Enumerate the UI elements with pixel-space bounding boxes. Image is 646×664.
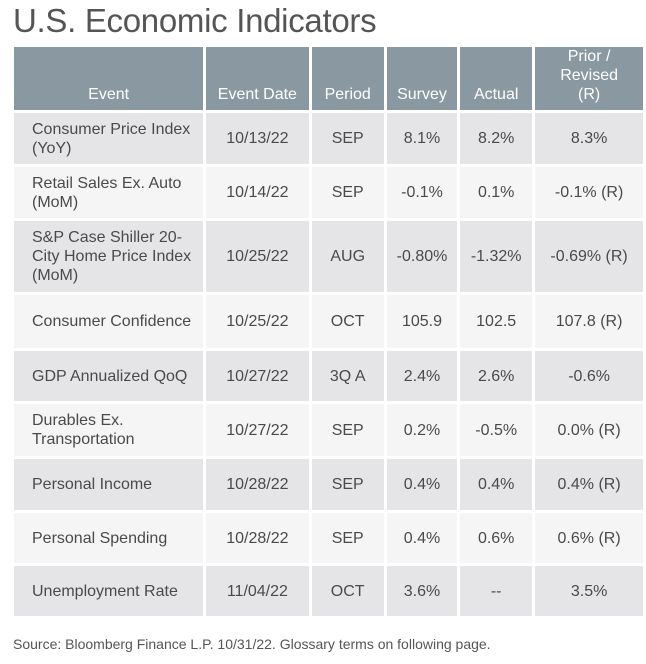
col-survey: Survey [386, 47, 458, 110]
col-actual: Actual [460, 47, 533, 110]
col-prior: Prior / Revised (R) [535, 47, 643, 110]
table-row: Personal Spending 10/28/22 SEP 0.4% 0.6% 0.6%… [14, 513, 643, 563]
prior-cell: -0.69% (R) [535, 221, 643, 292]
header-row: Event Event Date Period Survey Actual Pr… [14, 47, 643, 110]
actual-cell: 0.4% [460, 459, 533, 510]
date-cell: 10/13/22 [206, 113, 309, 164]
prior-cell: 8.3% [535, 113, 643, 164]
table-row: Consumer Confidence 10/25/22 OCT 105.9 102.5… [14, 295, 643, 348]
survey-cell: 3.6% [386, 566, 458, 616]
table-row: Personal Income 10/28/22 SEP 0.4% 0.4% 0.4% (… [14, 459, 643, 510]
prior-cell: 3.5% [535, 566, 643, 616]
period-cell: 3Q A [311, 351, 384, 401]
date-cell: 11/04/22 [206, 566, 309, 616]
survey-cell: -0.1% [386, 167, 458, 218]
actual-cell: 0.1% [460, 167, 533, 218]
prior-cell: -0.1% (R) [535, 167, 643, 218]
survey-cell: 2.4% [386, 351, 458, 401]
survey-cell: 0.4% [386, 459, 458, 510]
table-row: Durables Ex. Transportation 10/27/22 SEP 0.… [14, 404, 643, 456]
date-cell: 10/28/22 [206, 459, 309, 510]
prior-cell: 0.6% (R) [535, 513, 643, 563]
period-cell: SEP [311, 113, 384, 164]
actual-cell: 8.2% [460, 113, 533, 164]
col-event-date: Event Date [206, 47, 309, 110]
event-cell: Consumer Price Index (YoY) [14, 113, 204, 164]
table-row: Retail Sales Ex. Auto (MoM) 10/14/22 SEP -0… [14, 167, 643, 218]
indicators-table: Event Event Date Period Survey Actual Pr… [11, 44, 646, 619]
event-cell: Personal Income [14, 459, 204, 510]
actual-cell: -1.32% [460, 221, 533, 292]
actual-cell: 102.5 [460, 295, 533, 348]
date-cell: 10/25/22 [206, 295, 309, 348]
col-event: Event [14, 47, 204, 110]
prior-cell: 0.4% (R) [535, 459, 643, 510]
period-cell: SEP [311, 459, 384, 510]
source-note: Source: Bloomberg Finance L.P. 10/31/22.… [13, 636, 491, 652]
actual-cell: 2.6% [460, 351, 533, 401]
date-cell: 10/25/22 [206, 221, 309, 292]
survey-cell: 8.1% [386, 113, 458, 164]
table-row: GDP Annualized QoQ 10/27/22 3Q A 2.4% 2.6% -0… [14, 351, 643, 401]
period-cell: OCT [311, 566, 384, 616]
survey-cell: 105.9 [386, 295, 458, 348]
prior-cell: -0.6% [535, 351, 643, 401]
actual-cell: -- [460, 566, 533, 616]
event-cell: S&P Case Shiller 20-City Home Price Inde… [14, 221, 204, 292]
period-cell: SEP [311, 404, 384, 456]
event-cell: GDP Annualized QoQ [14, 351, 204, 401]
table-row: Unemployment Rate 11/04/22 OCT 3.6% -- 3.5% [14, 566, 643, 616]
event-cell: Durables Ex. Transportation [14, 404, 204, 456]
event-cell: Personal Spending [14, 513, 204, 563]
period-cell: SEP [311, 513, 384, 563]
prior-cell: 107.8 (R) [535, 295, 643, 348]
table-row: S&P Case Shiller 20-City Home Price Inde… [14, 221, 643, 292]
table-row: Consumer Price Index (YoY) 10/13/22 SEP 8.1… [14, 113, 643, 164]
period-cell: OCT [311, 295, 384, 348]
prior-cell: 0.0% (R) [535, 404, 643, 456]
date-cell: 10/27/22 [206, 351, 309, 401]
event-cell: Consumer Confidence [14, 295, 204, 348]
period-cell: SEP [311, 167, 384, 218]
survey-cell: 0.2% [386, 404, 458, 456]
period-cell: AUG [311, 221, 384, 292]
date-cell: 10/28/22 [206, 513, 309, 563]
survey-cell: -0.80% [386, 221, 458, 292]
survey-cell: 0.4% [386, 513, 458, 563]
event-cell: Unemployment Rate [14, 566, 204, 616]
date-cell: 10/14/22 [206, 167, 309, 218]
event-cell: Retail Sales Ex. Auto (MoM) [14, 167, 204, 218]
col-period: Period [311, 47, 384, 110]
actual-cell: 0.6% [460, 513, 533, 563]
actual-cell: -0.5% [460, 404, 533, 456]
page-title: U.S. Economic Indicators [13, 2, 377, 39]
date-cell: 10/27/22 [206, 404, 309, 456]
